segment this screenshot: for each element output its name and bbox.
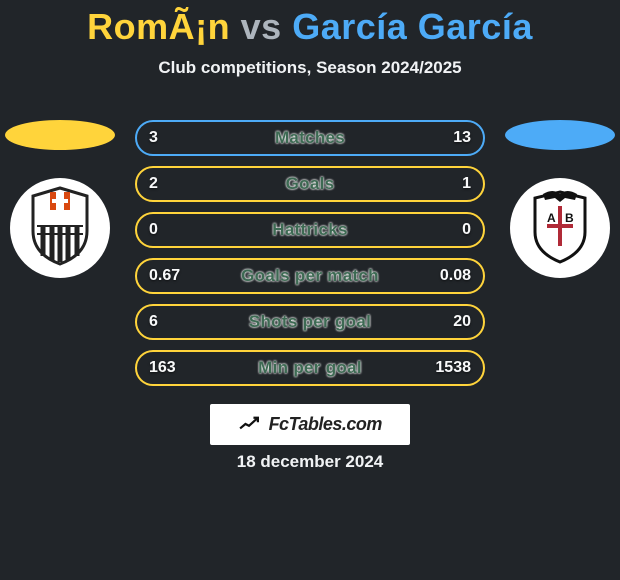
stat-label: Shots per goal: [249, 312, 371, 332]
right-accent-ellipse: [505, 120, 615, 150]
stat-left-value: 2: [149, 168, 158, 200]
stat-right-value: 20: [453, 306, 471, 338]
stat-label: Goals: [286, 174, 335, 194]
stat-right-value: 13: [453, 122, 471, 154]
comparison-table: 3 Matches 13 2 Goals 1 0 Hattricks 0 0.6…: [135, 120, 485, 396]
stat-left-value: 0.67: [149, 260, 180, 292]
player2-name: García García: [292, 6, 533, 47]
stat-left-value: 163: [149, 352, 176, 384]
brand-text: FcTables.com: [269, 414, 382, 434]
shield-bat-icon: A B: [525, 186, 595, 271]
table-row: 2 Goals 1: [135, 166, 485, 202]
stat-right-value: 1538: [435, 352, 471, 384]
left-team-panel: [0, 120, 120, 278]
table-row: 163 Min per goal 1538: [135, 350, 485, 386]
left-team-crest: [10, 178, 110, 278]
table-row: 0 Hattricks 0: [135, 212, 485, 248]
snapshot-date: 18 december 2024: [0, 452, 620, 472]
stat-left-value: 3: [149, 122, 158, 154]
svg-text:A: A: [547, 211, 556, 225]
stat-left-value: 6: [149, 306, 158, 338]
chart-up-icon: [238, 414, 269, 434]
stat-left-value: 0: [149, 214, 158, 246]
stat-label: Goals per match: [241, 266, 379, 286]
stat-label: Min per goal: [258, 358, 362, 378]
table-row: 0.67 Goals per match 0.08: [135, 258, 485, 294]
page-title: RomÃ¡n vs García García: [0, 0, 620, 48]
right-team-crest: A B: [510, 178, 610, 278]
player1-name: RomÃ¡n: [87, 6, 230, 47]
stat-right-value: 1: [462, 168, 471, 200]
table-row: 6 Shots per goal 20: [135, 304, 485, 340]
right-team-panel: A B: [500, 120, 620, 278]
vs-label: vs: [241, 6, 282, 47]
stat-label: Matches: [275, 128, 345, 148]
stat-right-value: 0: [462, 214, 471, 246]
table-row: 3 Matches 13: [135, 120, 485, 156]
svg-text:B: B: [565, 211, 574, 225]
brand-badge: FcTables.com: [210, 404, 410, 445]
stat-label: Hattricks: [272, 220, 347, 240]
competition-subtitle: Club competitions, Season 2024/2025: [0, 58, 620, 78]
stat-right-value: 0.08: [440, 260, 471, 292]
shield-striped-icon: [25, 186, 95, 271]
left-accent-ellipse: [5, 120, 115, 150]
